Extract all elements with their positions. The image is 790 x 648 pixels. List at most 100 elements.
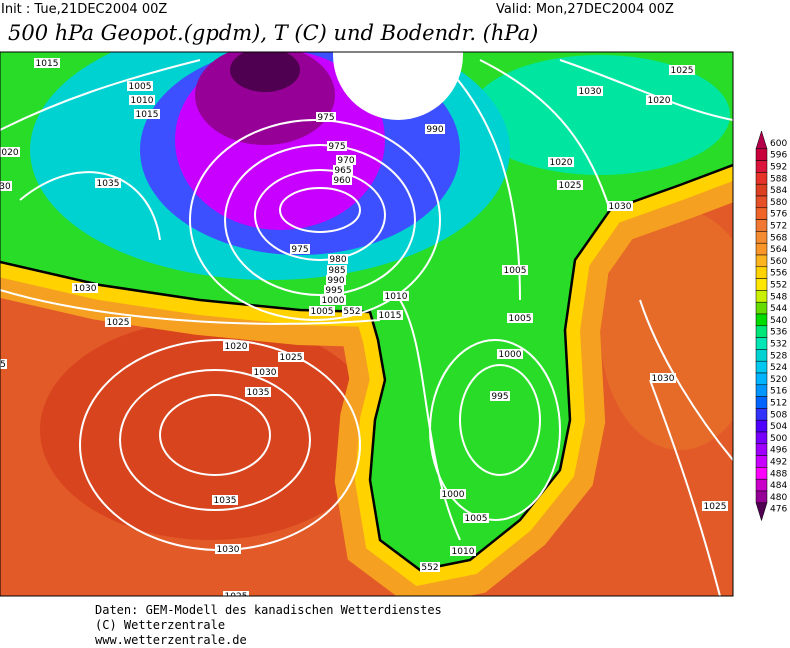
isobar-label: 1035 bbox=[247, 388, 270, 398]
label-box bbox=[333, 165, 353, 175]
label-box bbox=[34, 58, 60, 68]
label-box bbox=[0, 147, 20, 157]
warm-east bbox=[600, 210, 733, 450]
legend-swatch bbox=[755, 360, 768, 374]
label-box bbox=[497, 349, 523, 359]
legend-label: 512 bbox=[770, 399, 787, 409]
dark-core bbox=[230, 52, 300, 92]
label-box bbox=[324, 285, 344, 295]
label-box bbox=[440, 489, 466, 499]
legend-swatch bbox=[755, 431, 768, 445]
isobar-label: 552 bbox=[421, 563, 438, 573]
isobar-label: 1025 bbox=[671, 66, 694, 76]
legend-label: 520 bbox=[770, 375, 787, 385]
label-box bbox=[332, 175, 352, 185]
legend-label: 532 bbox=[770, 340, 787, 350]
legend-arrow bbox=[755, 130, 768, 150]
pole-gap bbox=[333, 52, 463, 120]
isobar-label: 1035 bbox=[97, 179, 120, 189]
label-box bbox=[72, 283, 98, 293]
isobar-label: 1010 bbox=[452, 547, 475, 557]
label-box bbox=[548, 157, 574, 167]
isobar-label: 1005 bbox=[509, 314, 532, 324]
isobars bbox=[0, 59, 733, 596]
init-time: Init : Tue,21DEC2004 00Z bbox=[1, 2, 167, 17]
label-box bbox=[223, 341, 249, 351]
label-box bbox=[669, 65, 695, 75]
label-box bbox=[278, 352, 304, 362]
label-box bbox=[245, 387, 271, 397]
legend-swatch bbox=[755, 396, 768, 409]
legend-swatch bbox=[755, 172, 768, 185]
label-box bbox=[215, 544, 241, 554]
isobar-label: 1025 bbox=[280, 353, 303, 363]
legend-label: 476 bbox=[770, 505, 787, 515]
legend-arrow bbox=[755, 502, 768, 522]
isobar-label: 975 bbox=[317, 113, 334, 123]
isobar-label: 552 bbox=[343, 307, 360, 317]
isobar-label: 1030 bbox=[74, 284, 97, 294]
legend-label: 564 bbox=[770, 245, 787, 255]
valid-time: Valid: Mon,27DEC2004 00Z bbox=[496, 2, 674, 17]
isobar-label: 1030 bbox=[652, 374, 675, 384]
legend-swatch bbox=[755, 290, 768, 303]
teal-area bbox=[470, 55, 730, 175]
footer-line: Daten: GEM-Modell des kanadischen Wetter… bbox=[95, 603, 442, 617]
isobar-label: 980 bbox=[329, 255, 346, 265]
legend-swatch bbox=[755, 478, 768, 492]
legend-label: 500 bbox=[770, 434, 787, 444]
legend-label: 488 bbox=[770, 469, 787, 479]
label-box bbox=[577, 86, 603, 96]
isobar-label: 1010 bbox=[131, 96, 154, 106]
isobar-label: 1015 bbox=[136, 110, 159, 120]
isobar-label: 1025 bbox=[704, 502, 727, 512]
legend-swatch bbox=[755, 349, 768, 362]
legend-label: 556 bbox=[770, 269, 787, 279]
label-box bbox=[127, 81, 153, 91]
legend-label: 592 bbox=[770, 163, 787, 173]
isobar-label: 990 bbox=[327, 276, 344, 286]
isobar-label: 1020 bbox=[550, 158, 573, 168]
warm-core bbox=[40, 320, 380, 540]
isobar-label: 960 bbox=[333, 176, 350, 186]
isobar-label: 1005 bbox=[311, 307, 334, 317]
label-box bbox=[328, 254, 348, 264]
legend-label: 536 bbox=[770, 328, 787, 338]
isobar-label: 1000 bbox=[442, 490, 465, 500]
legend-label: 540 bbox=[770, 316, 787, 326]
legend-swatch bbox=[755, 266, 768, 279]
label-box bbox=[327, 141, 347, 151]
isobar-label: 970 bbox=[337, 156, 354, 166]
legend-label: 516 bbox=[770, 387, 787, 397]
legend-swatch bbox=[755, 455, 768, 468]
label-box bbox=[0, 359, 7, 369]
isobar-label: 1010 bbox=[385, 292, 408, 302]
purple-area bbox=[195, 52, 335, 145]
legend-swatch bbox=[755, 219, 768, 232]
isobar-label: 985 bbox=[328, 266, 345, 276]
isobar-label: 1015 bbox=[379, 311, 402, 321]
label-box bbox=[342, 306, 362, 316]
isobar-label: 995 bbox=[325, 286, 342, 296]
legend-label: 552 bbox=[770, 281, 787, 291]
isobar-label: 1030 bbox=[254, 368, 277, 378]
label-box bbox=[326, 275, 346, 285]
legend-label: 560 bbox=[770, 257, 787, 267]
legend-swatch bbox=[755, 148, 768, 161]
label-box bbox=[129, 95, 155, 105]
color-legend: 6005965925885845805765725685645605565525… bbox=[755, 130, 787, 522]
isobar-label: 1005 bbox=[504, 266, 527, 276]
label-box bbox=[702, 501, 728, 511]
footer-line: (C) Wetterzentrale bbox=[95, 618, 225, 632]
map-frame bbox=[0, 51, 734, 597]
isobar-label: 1015 bbox=[36, 59, 59, 69]
isobar-label: 020 bbox=[1, 148, 18, 158]
isobar-label: 1000 bbox=[499, 350, 522, 360]
isobar-label: 1030 bbox=[217, 545, 240, 555]
label-box bbox=[557, 180, 583, 190]
isobar-label: 30 bbox=[0, 182, 11, 192]
legend-swatch bbox=[755, 231, 768, 244]
isobar-label: 1005 bbox=[465, 514, 488, 524]
